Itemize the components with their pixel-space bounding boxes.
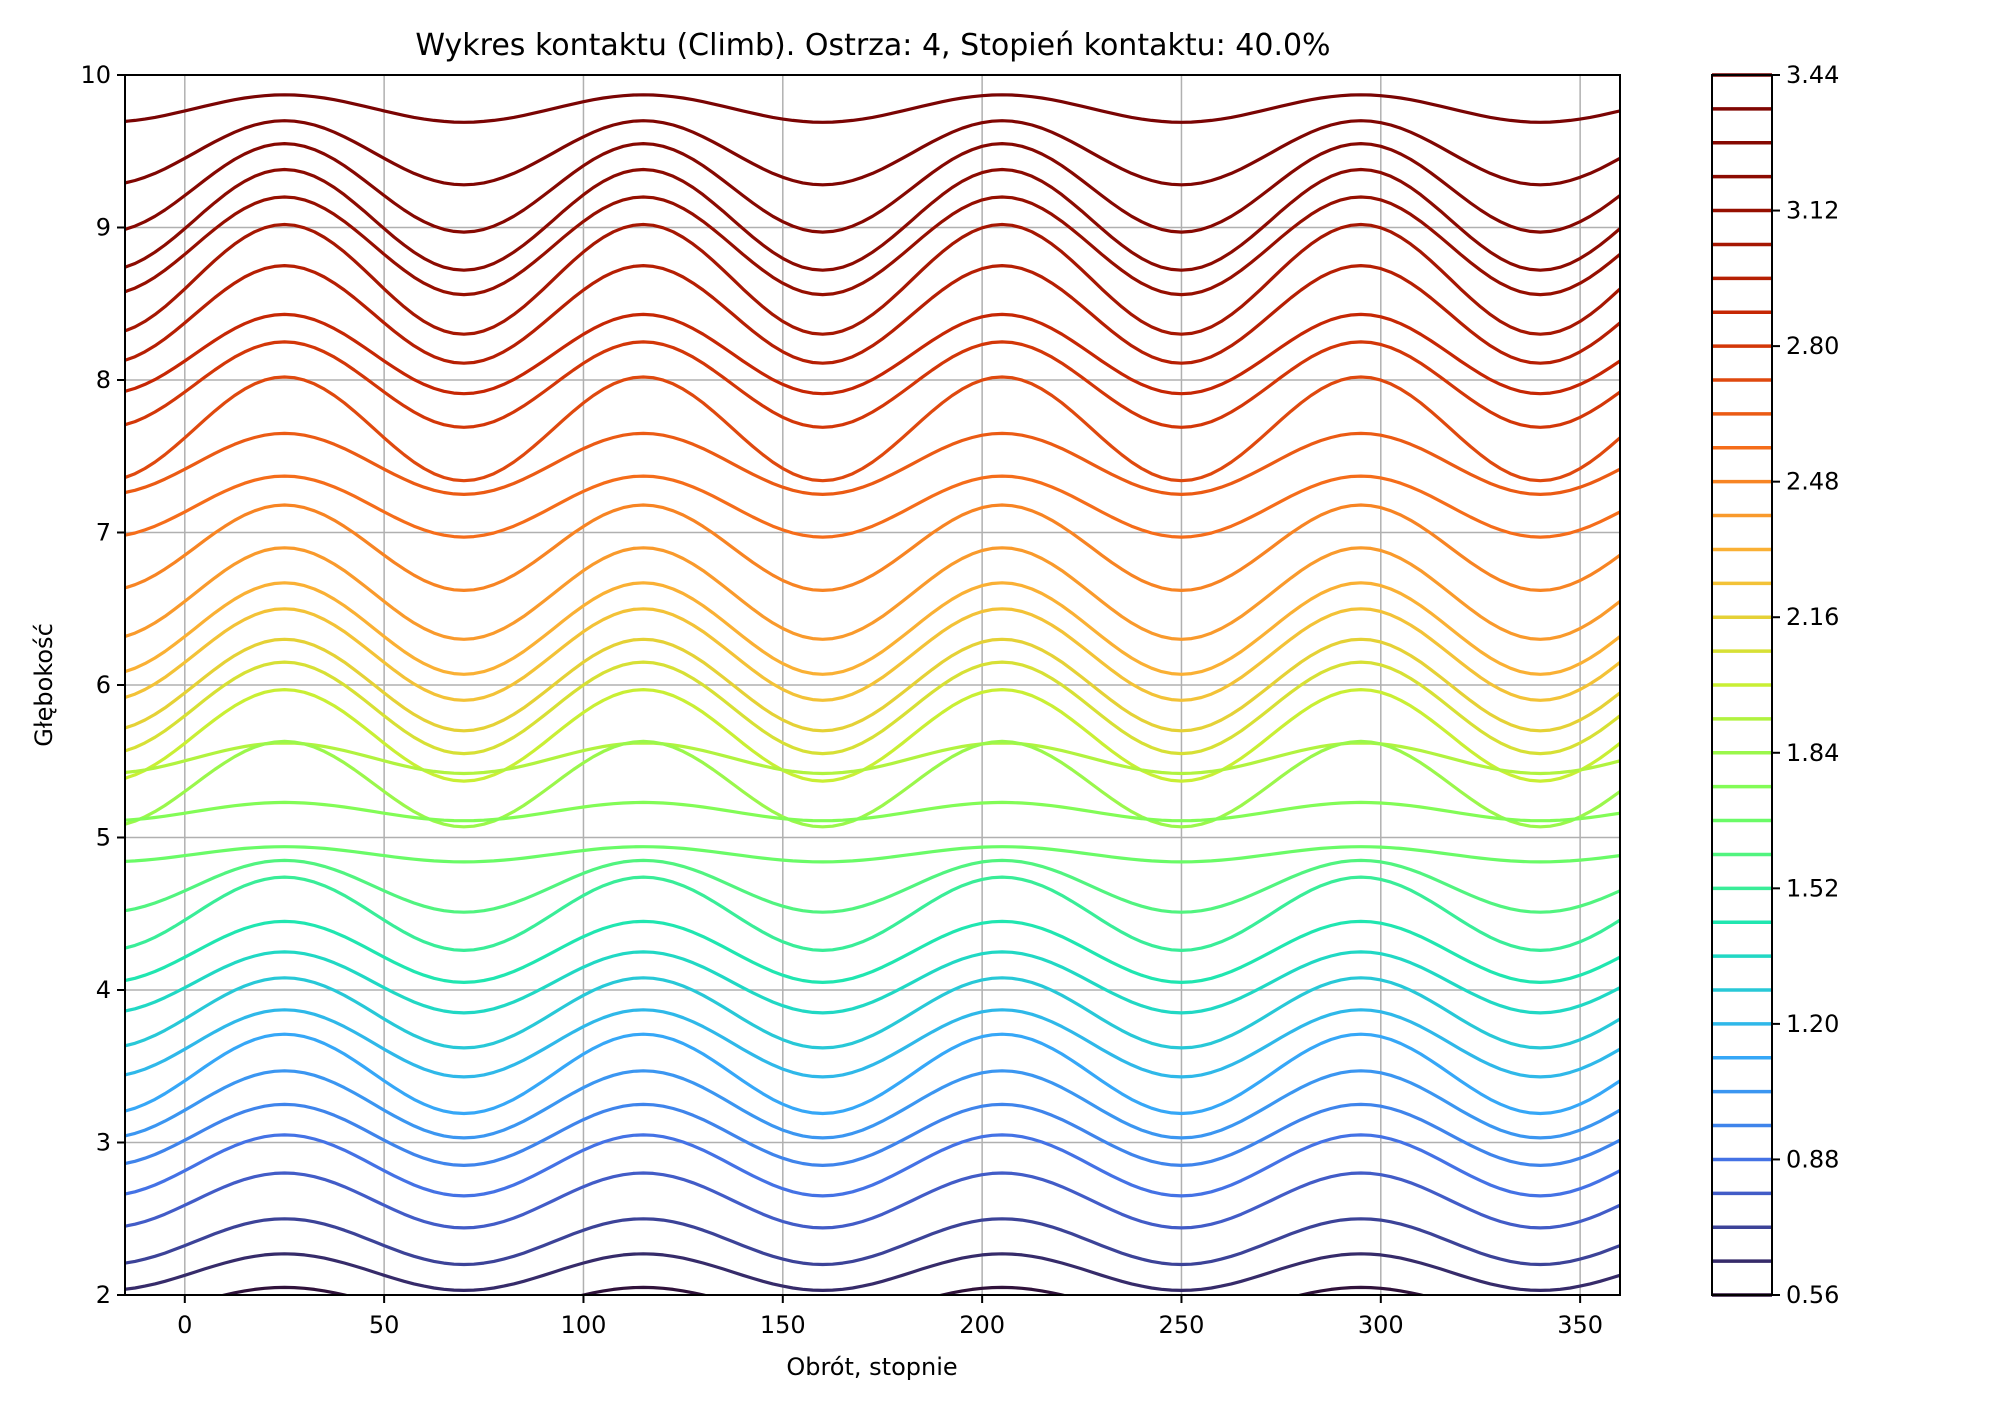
contour-line xyxy=(125,875,1620,953)
contour-line xyxy=(125,142,1620,234)
contour-line xyxy=(125,1069,1620,1140)
x-axis-title: Obrót, stopnie xyxy=(786,1353,957,1381)
x-tick-label: 200 xyxy=(959,1311,1005,1339)
x-tick-label: 300 xyxy=(1358,1311,1404,1339)
contour-line xyxy=(125,503,1620,593)
y-tick-label: 5 xyxy=(96,824,111,852)
x-axis: 0 50 100 150 200 250 300 350 xyxy=(177,1295,1603,1339)
contour-line xyxy=(125,1102,1620,1168)
colorbar-tick-label: 1.20 xyxy=(1786,1010,1839,1038)
colorbar-tick-label: 2.80 xyxy=(1786,332,1839,360)
plot-area xyxy=(124,74,1621,1296)
contour-line xyxy=(125,222,1620,336)
y-axis: 2 3 4 5 6 7 8 9 10 xyxy=(80,61,125,1309)
colorbar-ticks: 0.56 0.88 1.20 1.52 1.84 2.16 2.48 2.80 3.12 3.44 xyxy=(1772,61,1839,1309)
contour-line xyxy=(125,858,1620,914)
x-tick-label: 50 xyxy=(369,1311,400,1339)
contour-line xyxy=(217,1285,1428,1295)
contour-line xyxy=(125,1008,1620,1079)
colorbar-tick-label: 1.52 xyxy=(1786,874,1839,902)
y-tick-label: 6 xyxy=(96,671,111,699)
contour-line xyxy=(125,1252,1620,1293)
contour-line xyxy=(125,845,1620,864)
contour-line xyxy=(125,375,1620,483)
contour-line xyxy=(125,800,1620,823)
y-tick-label: 3 xyxy=(96,1129,111,1157)
contour-line xyxy=(125,340,1620,429)
colorbar-tick-label: 0.88 xyxy=(1786,1145,1839,1173)
contour-line xyxy=(125,687,1620,783)
y-tick-label: 4 xyxy=(96,976,111,1004)
contour-line xyxy=(125,546,1620,641)
contour-line xyxy=(125,312,1620,396)
contour-line xyxy=(125,1171,1620,1230)
contour-line xyxy=(125,660,1620,756)
contour-line xyxy=(125,264,1620,365)
contour-line xyxy=(125,93,1620,124)
y-tick-label: 10 xyxy=(80,61,111,89)
y-tick-label: 8 xyxy=(96,366,111,394)
contour-line xyxy=(125,581,1620,676)
x-tick-label: 250 xyxy=(1159,1311,1205,1339)
colorbar-tick-label: 1.84 xyxy=(1786,739,1839,767)
contour-line xyxy=(125,607,1620,702)
y-tick-label: 9 xyxy=(96,214,111,242)
contour-line xyxy=(125,1032,1620,1116)
colorbar: 0.56 0.88 1.20 1.52 1.84 2.16 2.48 2.80 3.12 3.44 xyxy=(1711,61,1839,1309)
contour-line xyxy=(125,1133,1620,1198)
colorbar-tick-label: 2.48 xyxy=(1786,468,1839,496)
contour-line xyxy=(125,474,1620,539)
contour-line xyxy=(125,431,1620,496)
chart-title: Wykres kontaktu (Climb). Ostrza: 4, Stop… xyxy=(415,28,1330,63)
contour-line xyxy=(125,950,1620,1015)
y-tick-label: 2 xyxy=(96,1281,111,1309)
contour-line xyxy=(125,167,1620,272)
contour-line xyxy=(125,195,1620,297)
y-tick-label: 7 xyxy=(96,519,111,547)
colorbar-tick-label: 2.16 xyxy=(1786,603,1839,631)
colorbar-lines xyxy=(1712,73,1772,1297)
contour-line xyxy=(125,1217,1620,1267)
x-tick-label: 100 xyxy=(561,1311,607,1339)
x-tick-label: 150 xyxy=(760,1311,806,1339)
colorbar-tick-label: 0.56 xyxy=(1786,1281,1839,1309)
contour-lines xyxy=(125,93,1620,1295)
x-tick-label: 350 xyxy=(1557,1311,1603,1339)
colorbar-frame xyxy=(1711,74,1773,1296)
y-axis-title: Głębokość xyxy=(30,623,58,747)
contour-line xyxy=(125,637,1620,733)
colorbar-tick-label: 3.44 xyxy=(1786,61,1839,89)
x-tick-label: 0 xyxy=(177,1311,192,1339)
contour-line xyxy=(125,739,1620,829)
contour-line xyxy=(125,919,1620,985)
contour-line xyxy=(125,976,1620,1050)
colorbar-tick-label: 3.12 xyxy=(1786,197,1839,225)
contour-line xyxy=(125,119,1620,187)
